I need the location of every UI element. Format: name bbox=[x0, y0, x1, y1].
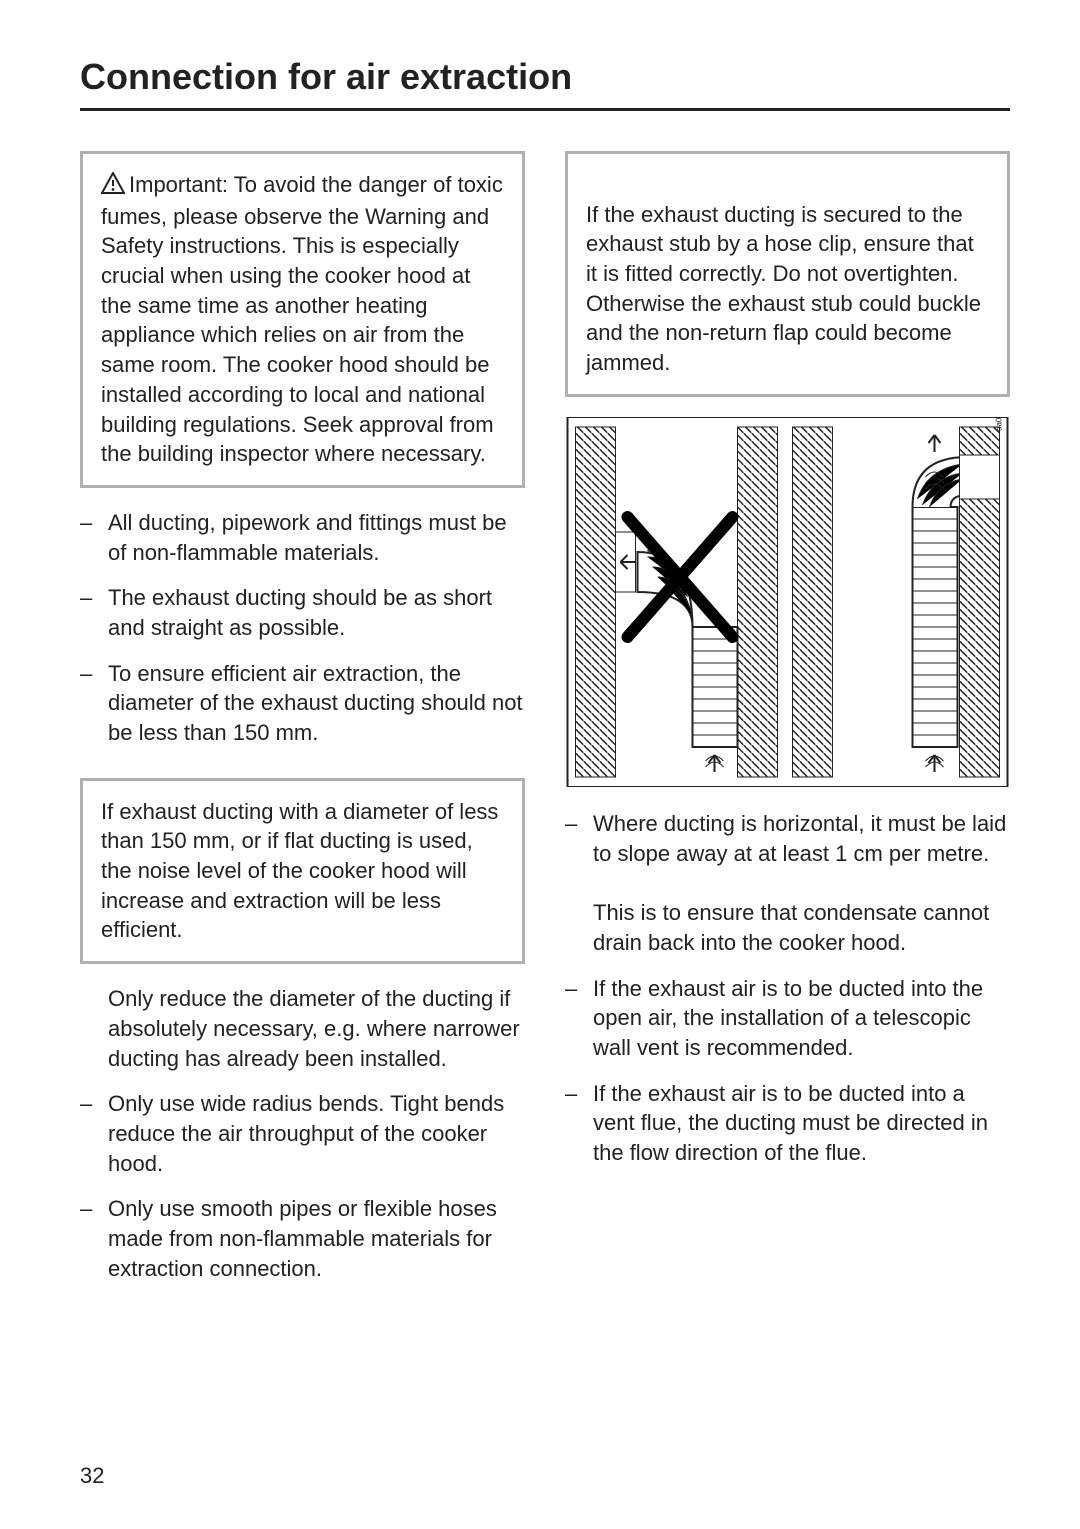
ducting-diagram: da04060 bbox=[565, 417, 1010, 787]
left-column: Important: To avoid the danger of toxic … bbox=[80, 151, 525, 1313]
hose-clip-box: If the exhaust ducting is secured to the… bbox=[565, 151, 1010, 397]
list-item: All ducting, pipework and fittings must … bbox=[108, 508, 525, 567]
warning-text: Important: To avoid the danger of toxic … bbox=[101, 172, 503, 466]
list-item: The exhaust ducting should be as short a… bbox=[108, 583, 525, 642]
page-title: Connection for air extraction bbox=[80, 56, 1010, 111]
info-text: If exhaust ducting with a diameter of le… bbox=[101, 799, 498, 943]
warning-icon bbox=[101, 172, 125, 202]
bullet-list-c: Where ducting is horizontal, it must be … bbox=[565, 809, 1010, 884]
bullet-list-a: All ducting, pipework and fittings must … bbox=[80, 508, 525, 764]
list-item: Only use wide radius bends. Tight bends … bbox=[108, 1089, 525, 1178]
content-columns: Important: To avoid the danger of toxic … bbox=[80, 151, 1010, 1313]
diagram-ref: da04060 bbox=[995, 417, 1004, 431]
list-item: If the exhaust air is to be ducted into … bbox=[593, 1079, 1010, 1168]
list-item: Only use smooth pipes or flexible hoses … bbox=[108, 1194, 525, 1283]
list-item: Where ducting is horizontal, it must be … bbox=[593, 809, 1010, 868]
warning-box: Important: To avoid the danger of toxic … bbox=[80, 151, 525, 488]
bullet-list-b: Only use wide radius bends. Tight bends … bbox=[80, 1089, 525, 1299]
paragraph: Only reduce the diameter of the ducting … bbox=[108, 984, 525, 1073]
paragraph: This is to ensure that condensate cannot… bbox=[593, 898, 1010, 957]
right-column: If the exhaust ducting is secured to the… bbox=[565, 151, 1010, 1313]
list-item: To ensure efficient air extraction, the … bbox=[108, 659, 525, 748]
list-item: If the exhaust air is to be ducted into … bbox=[593, 974, 1010, 1063]
page-number: 32 bbox=[80, 1463, 104, 1489]
hose-clip-text: If the exhaust ducting is secured to the… bbox=[586, 202, 981, 375]
bullet-list-d: If the exhaust air is to be ducted into … bbox=[565, 974, 1010, 1184]
info-box-diameter: If exhaust ducting with a diameter of le… bbox=[80, 778, 525, 964]
